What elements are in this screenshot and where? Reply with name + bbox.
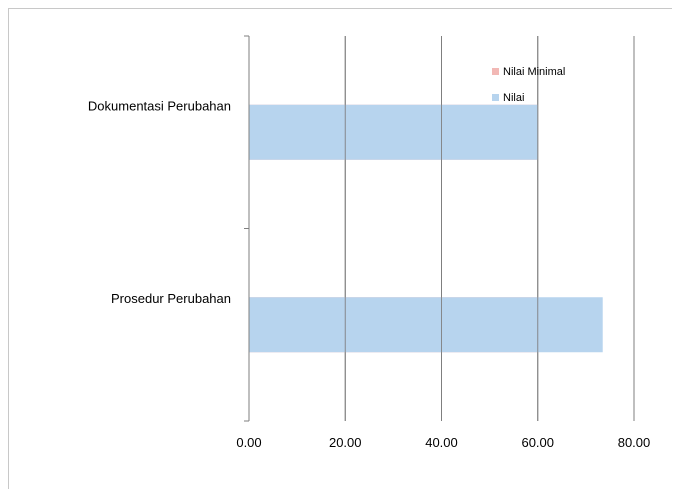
legend-label: Nilai (503, 92, 524, 104)
x-tick-label: 40.00 (425, 435, 458, 450)
x-tick-label: 20.00 (329, 435, 362, 450)
category-label: Dokumentasi Perubahan (88, 98, 231, 113)
legend-swatch (492, 68, 499, 75)
x-tick-label: 80.00 (618, 435, 651, 450)
x-tick-label: 60.00 (521, 435, 554, 450)
x-tick-label: 0.00 (236, 435, 261, 450)
category-label: Prosedur Perubahan (111, 291, 231, 306)
legend-label: Nilai Minimal (503, 66, 565, 78)
bar-nilai (249, 297, 603, 353)
bar-nilai (249, 104, 538, 160)
legend-swatch (492, 94, 499, 101)
chart-frame (8, 8, 672, 489)
